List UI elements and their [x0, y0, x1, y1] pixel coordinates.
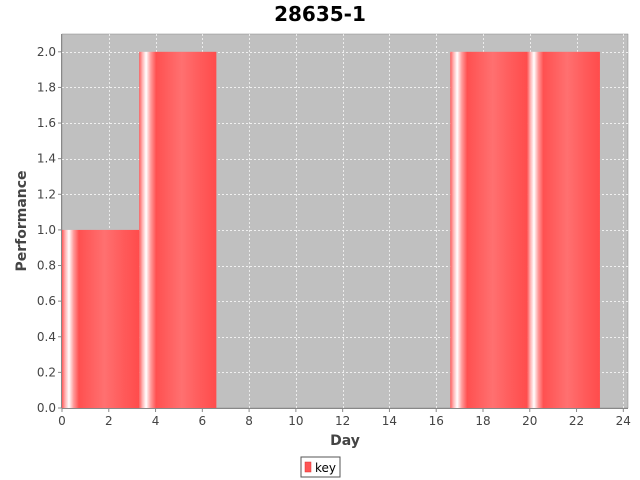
x-tick-label-6: 12	[335, 414, 350, 428]
chart-title: 28635-1	[274, 2, 366, 26]
x-axis-label: Day	[330, 433, 360, 449]
x-tick-label-12: 24	[616, 414, 631, 428]
x-tick-label-8: 16	[429, 414, 444, 428]
bar-0	[62, 229, 140, 408]
y-tick-label-3: 0.6	[37, 294, 56, 308]
y-tick-label-10: 2.0	[37, 45, 56, 59]
x-tick-label-4: 8	[245, 414, 253, 428]
bar-2	[450, 51, 528, 409]
y-tick-label-7: 1.4	[37, 152, 56, 166]
y-tick-label-6: 1.2	[37, 187, 56, 201]
bar-3	[527, 51, 600, 409]
y-tick-label-9: 1.8	[37, 80, 56, 94]
legend-swatch	[304, 461, 312, 473]
y-tick-label-4: 0.8	[37, 259, 56, 273]
x-tick-label-7: 14	[382, 414, 397, 428]
y-ticks: 0.0 0.2 0.4 0.6 0.8 1.0 1.2 1.4 1.6 1.8 2.0	[37, 45, 62, 415]
x-tick-label-1: 2	[105, 414, 113, 428]
x-tick-label-2: 4	[152, 414, 160, 428]
x-tick-label-10: 20	[522, 414, 537, 428]
y-tick-label-5: 1.0	[37, 223, 56, 237]
x-tick-label-0: 0	[58, 414, 66, 428]
x-tick-label-9: 18	[475, 414, 490, 428]
legend: key	[300, 456, 341, 478]
bars	[62, 51, 600, 409]
y-tick-label-1: 0.2	[37, 365, 56, 379]
x-tick-label-11: 22	[569, 414, 584, 428]
y-tick-label-8: 1.6	[37, 116, 56, 130]
bar-1	[139, 51, 217, 409]
x-tick-label-3: 6	[199, 414, 207, 428]
axes	[61, 34, 628, 409]
y-axis-label: Performance	[14, 170, 30, 271]
x-ticks: 0 2 4 6 8 10 12 14 16 18 20 22 24	[58, 408, 631, 428]
y-tick-label-0: 0.0	[37, 401, 56, 415]
legend-label: key	[315, 461, 336, 475]
x-tick-label-5: 10	[288, 414, 303, 428]
y-tick-label-2: 0.4	[37, 330, 56, 344]
